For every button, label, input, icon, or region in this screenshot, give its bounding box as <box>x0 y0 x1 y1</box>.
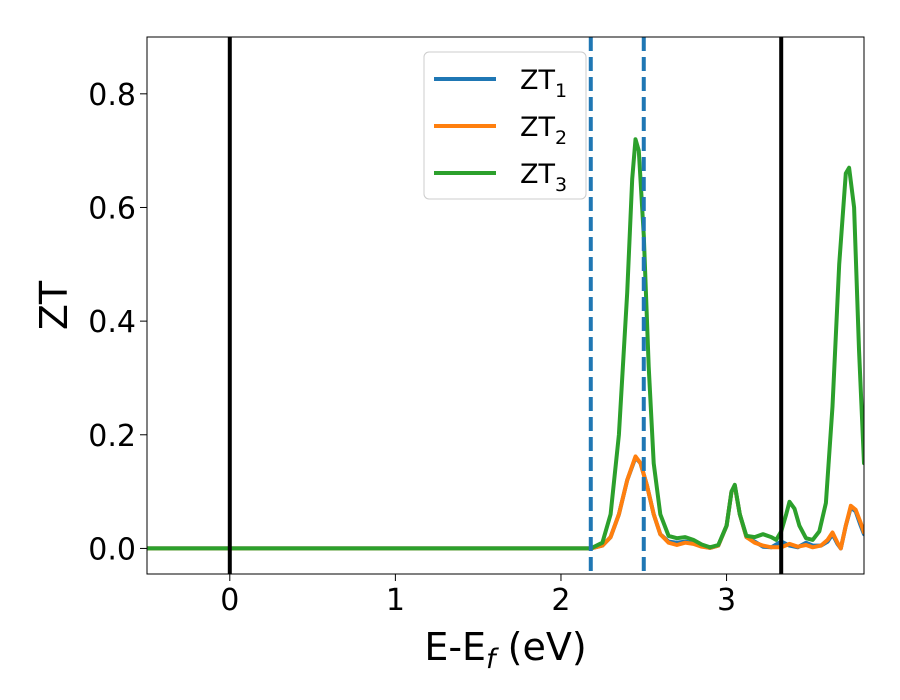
x-axis-label-main: E-E <box>424 625 486 669</box>
legend-label-1: ZT1 <box>520 65 567 102</box>
legend-label-main: ZT <box>520 112 555 143</box>
series-line-3 <box>147 137 864 551</box>
legend-label-3: ZT3 <box>520 159 567 196</box>
x-tick-label: 2 <box>551 583 570 618</box>
x-axis-label: E-Ef (eV) <box>424 625 586 675</box>
x-axis-label-unit: (eV) <box>496 625 587 669</box>
legend-label-2: ZT2 <box>520 112 567 149</box>
y-tick-label: 0.4 <box>88 305 136 340</box>
legend-box <box>423 51 587 200</box>
legend-label-main: ZT <box>520 159 555 190</box>
axes: 0 1 2 3 0.0 0.2 0.4 0.6 0.8 E-Ef (eV) ZT <box>32 36 865 675</box>
y-axis-label: ZT <box>32 280 76 330</box>
legend-label-sub: 2 <box>555 127 567 149</box>
x-tick-label: 0 <box>220 583 239 618</box>
y-tick-label: 0.8 <box>88 78 136 113</box>
y-tick-label: 0.2 <box>88 419 136 454</box>
y-tick-label: 0.0 <box>88 532 136 567</box>
axes-frame <box>146 36 865 575</box>
x-tick-label: 1 <box>386 583 405 618</box>
x-tick-label: 3 <box>717 583 736 618</box>
y-tick-label: 0.6 <box>88 191 136 226</box>
legend-label-sub: 1 <box>555 80 567 102</box>
legend-label-sub: 3 <box>555 174 567 196</box>
legend-label-main: ZT <box>520 65 555 96</box>
plot-area <box>147 37 864 574</box>
